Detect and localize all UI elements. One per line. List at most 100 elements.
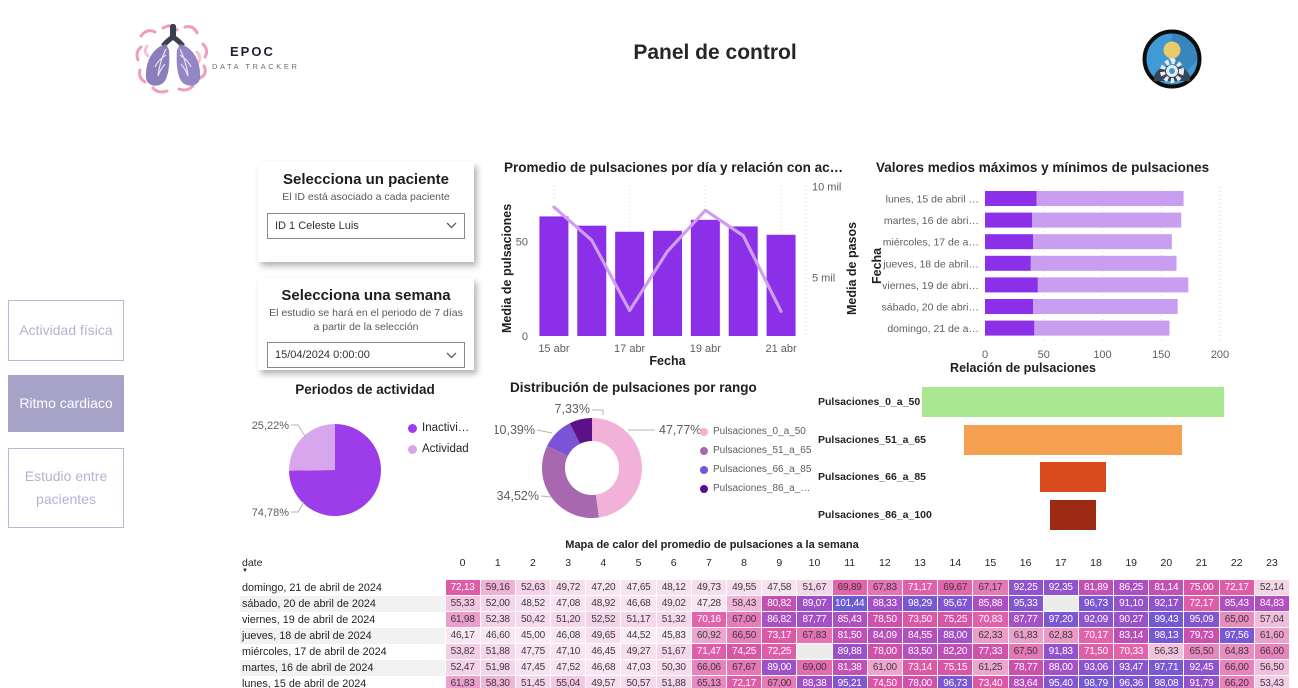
heatmap-cell[interactable]: 84,83 [1253, 595, 1291, 612]
heatmap-cell[interactable]: 78,50 [866, 611, 903, 628]
heatmap-cell[interactable]: 46,68 [585, 659, 622, 676]
heatmap-cell[interactable]: 85,88 [972, 595, 1009, 612]
heatmap-cell[interactable]: 46,68 [620, 595, 657, 612]
heatmap-cell[interactable]: 91,10 [1113, 595, 1150, 612]
heatmap-cell[interactable]: 55,04 [550, 675, 587, 688]
heatmap-cell[interactable]: 67,50 [1007, 643, 1044, 660]
heatmap-cell[interactable]: 87,77 [1007, 611, 1044, 628]
heatmap-cell[interactable]: 52,14 [1253, 579, 1291, 596]
heatmap-cell[interactable]: 67,67 [725, 659, 763, 676]
heatmap-hour-header[interactable]: 6 [670, 557, 677, 569]
heatmap-cell[interactable]: 79,73 [1183, 627, 1220, 644]
heatmap-cell[interactable]: 51,32 [655, 611, 692, 628]
heatmap-cell[interactable]: 74,50 [866, 675, 903, 688]
heatmap-row-label[interactable]: sábado, 20 de abril de 2024 [240, 595, 445, 612]
heatmap-hour-header[interactable]: 16 [1019, 557, 1032, 569]
legend-item[interactable]: Inactivi… [408, 422, 469, 434]
heatmap-cell[interactable]: 87,77 [796, 611, 833, 628]
legend-item[interactable]: Pulsaciones_66_a_85 [700, 464, 811, 475]
heatmap-hour-header[interactable]: 11 [844, 557, 856, 569]
heatmap-cell[interactable]: 52,38 [479, 611, 516, 628]
heatmap-cell[interactable]: 93,47 [1113, 659, 1150, 676]
heatmap-cell[interactable]: 71,17 [901, 579, 939, 596]
funnel-bar-0[interactable] [922, 387, 1224, 417]
heatmap-cell[interactable]: 67,83 [866, 579, 903, 596]
heatmap-cell[interactable]: 56,50 [1253, 659, 1291, 676]
sidebar-item-estudio-pacientes[interactable]: Estudio entre pacientes [8, 448, 124, 528]
heatmap-cell[interactable]: 67,00 [761, 675, 798, 688]
heatmap-cell[interactable]: 47,28 [690, 595, 728, 612]
heatmap-cell[interactable]: 51,45 [514, 675, 552, 688]
heatmap-row-label[interactable]: viernes, 19 de abril de 2024 [242, 613, 376, 626]
heatmap-cell[interactable]: 96,73 [937, 675, 974, 688]
heatmap-cell[interactable]: 46,45 [585, 643, 622, 660]
heatmap-hour-header[interactable]: 20 [1160, 557, 1173, 569]
heatmap-cell[interactable]: 72,25 [761, 643, 798, 660]
heatmap-cell[interactable]: 51,88 [655, 675, 692, 688]
heatmap-hour-header[interactable]: 19 [1125, 557, 1137, 569]
heatmap-cell[interactable]: 96,73 [1077, 595, 1115, 612]
heatmap-cell[interactable]: 92,17 [1148, 595, 1185, 612]
heatmap-cell[interactable]: 61,98 [444, 611, 481, 628]
heatmap-cell[interactable]: 69,89 [831, 579, 868, 596]
heatmap-cell[interactable]: 86,25 [1113, 579, 1150, 596]
bar-media-pulsaciones[interactable] [577, 225, 607, 336]
bar-segment-min[interactable] [985, 234, 1034, 250]
heatmap-cell[interactable]: 70,83 [972, 611, 1009, 628]
heatmap-cell[interactable]: 58,43 [725, 595, 763, 612]
heatmap-cell[interactable]: 95,67 [937, 595, 974, 612]
heatmap-cell[interactable]: 84,55 [901, 627, 939, 644]
heatmap-cell[interactable]: 49,02 [655, 595, 692, 612]
heatmap-cell[interactable]: 59,16 [479, 579, 516, 596]
bar-segment-min[interactable] [985, 299, 1034, 314]
heatmap-cell[interactable]: 70,17 [1077, 627, 1115, 644]
week-dropdown[interactable]: 15/04/2024 0:00:00 [267, 342, 465, 369]
heatmap-cell[interactable]: 50,42 [514, 611, 552, 628]
heatmap-cell[interactable]: 51,20 [550, 611, 587, 628]
heatmap-cell[interactable]: 57,04 [1253, 611, 1291, 628]
heatmap-cell[interactable]: 66,50 [725, 627, 763, 644]
heatmap-cell[interactable]: 65,00 [1218, 611, 1255, 628]
heatmap-row-label[interactable]: jueves, 18 de abril de 2024 [240, 627, 445, 644]
heatmap-cell[interactable]: 89,88 [831, 643, 868, 660]
heatmap-cell[interactable]: 52,63 [514, 579, 552, 596]
sidebar-item-ritmo-cardiaco[interactable]: Ritmo cardiaco [8, 375, 124, 432]
heatmap-cell[interactable]: 82,20 [937, 643, 974, 660]
heatmap-cell[interactable]: 47,75 [514, 643, 552, 660]
heatmap-cell[interactable]: 52,47 [444, 659, 481, 676]
heatmap-cell[interactable] [1042, 595, 1079, 612]
heatmap-cell[interactable]: 62,83 [1042, 627, 1079, 644]
heatmap-cell[interactable]: 72,17 [725, 675, 763, 688]
heatmap-cell[interactable]: 47,08 [550, 595, 587, 612]
heatmap-cell[interactable]: 96,36 [1113, 675, 1150, 688]
bar-segment-max[interactable] [1032, 212, 1182, 228]
heatmap-cell[interactable]: 88,38 [796, 675, 833, 688]
donut-slice-1[interactable] [542, 445, 599, 518]
heatmap-cell[interactable]: 74,25 [725, 643, 763, 660]
heatmap-cell[interactable]: 72,13 [444, 579, 481, 596]
heatmap-cell[interactable]: 71,50 [1077, 643, 1115, 660]
line-media-pasos[interactable] [552, 205, 783, 313]
heatmap-hour-header[interactable]: 4 [600, 557, 607, 569]
donut-slice-2[interactable] [547, 423, 581, 457]
heatmap-cell[interactable]: 72,17 [1183, 595, 1220, 612]
bar-segment-min[interactable] [985, 320, 1035, 336]
heatmap-cell[interactable]: 98,29 [901, 595, 939, 612]
heatmap-row-label[interactable]: martes, 16 de abril de 2024 [240, 659, 445, 676]
heatmap-cell[interactable]: 75,00 [1183, 579, 1220, 596]
heatmap-cell[interactable]: 95,09 [1183, 611, 1220, 628]
heatmap-cell[interactable]: 86,82 [761, 611, 798, 628]
heatmap-cell[interactable]: 66,06 [690, 659, 728, 676]
heatmap-cell[interactable]: 61,83 [1007, 627, 1044, 644]
heatmap-cell[interactable]: 95,33 [1007, 595, 1044, 612]
heatmap-cell[interactable]: 65,13 [690, 675, 728, 688]
heatmap-cell[interactable]: 75,15 [937, 659, 974, 676]
heatmap-cell[interactable]: 88,33 [866, 595, 903, 612]
bar-segment-min[interactable] [985, 212, 1032, 228]
bar-media-pulsaciones[interactable] [653, 230, 682, 336]
heatmap-cell[interactable]: 51,17 [620, 611, 657, 628]
heatmap-hour-header[interactable]: 2 [530, 557, 536, 569]
heatmap-cell[interactable]: 83,50 [901, 643, 939, 660]
bar-media-pulsaciones[interactable] [766, 234, 796, 336]
heatmap-row-label[interactable]: lunes, 15 de abril de 2024 [242, 677, 367, 688]
